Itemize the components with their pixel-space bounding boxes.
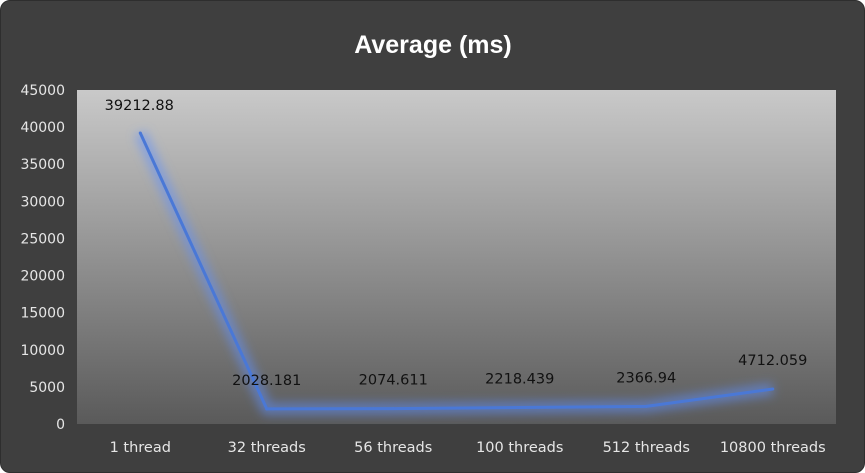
y-tick-label: 15000 (20, 306, 65, 322)
x-axis-ticks: 1 thread 32 threads 56 threads 100 threads 5… (110, 440, 826, 456)
data-point (644, 404, 648, 408)
y-axis-ticks: 0 5000 10000 15000 20000 25000 30000 35000 40000… (20, 83, 65, 433)
x-tick-label: 100 threads (476, 440, 563, 456)
data-point (265, 407, 269, 411)
y-tick-label: 40000 (20, 120, 65, 136)
data-label: 2028.181 (232, 373, 301, 389)
data-labels: 39212.88 2028.181 2074.611 2218.439 2366.94 4… (105, 98, 808, 389)
series-layer (134, 130, 775, 415)
data-label: 4712.059 (738, 353, 807, 369)
chart-title: Average (ms) (354, 31, 511, 59)
data-label: 2218.439 (485, 372, 554, 388)
data-point (391, 407, 395, 411)
x-tick-label: 32 threads (228, 440, 306, 456)
data-label: 39212.88 (105, 98, 174, 114)
data-point (518, 406, 522, 410)
y-tick-label: 0 (56, 417, 65, 433)
x-tick-label: 10800 threads (720, 440, 826, 456)
y-tick-label: 25000 (20, 231, 65, 247)
data-label: 2074.611 (359, 373, 428, 389)
y-tick-label: 45000 (20, 83, 65, 99)
y-tick-label: 35000 (20, 157, 65, 173)
x-tick-label: 1 thread (110, 440, 171, 456)
y-tick-label: 10000 (20, 343, 65, 359)
y-tick-label: 30000 (20, 194, 65, 210)
y-tick-label: 5000 (29, 380, 65, 396)
x-tick-label: 56 threads (354, 440, 432, 456)
data-point (771, 387, 775, 391)
x-tick-label: 512 threads (603, 440, 690, 456)
data-point (138, 131, 142, 135)
series-line (138, 132, 774, 411)
y-tick-label: 20000 (20, 269, 65, 285)
data-label: 2366.94 (616, 370, 676, 386)
